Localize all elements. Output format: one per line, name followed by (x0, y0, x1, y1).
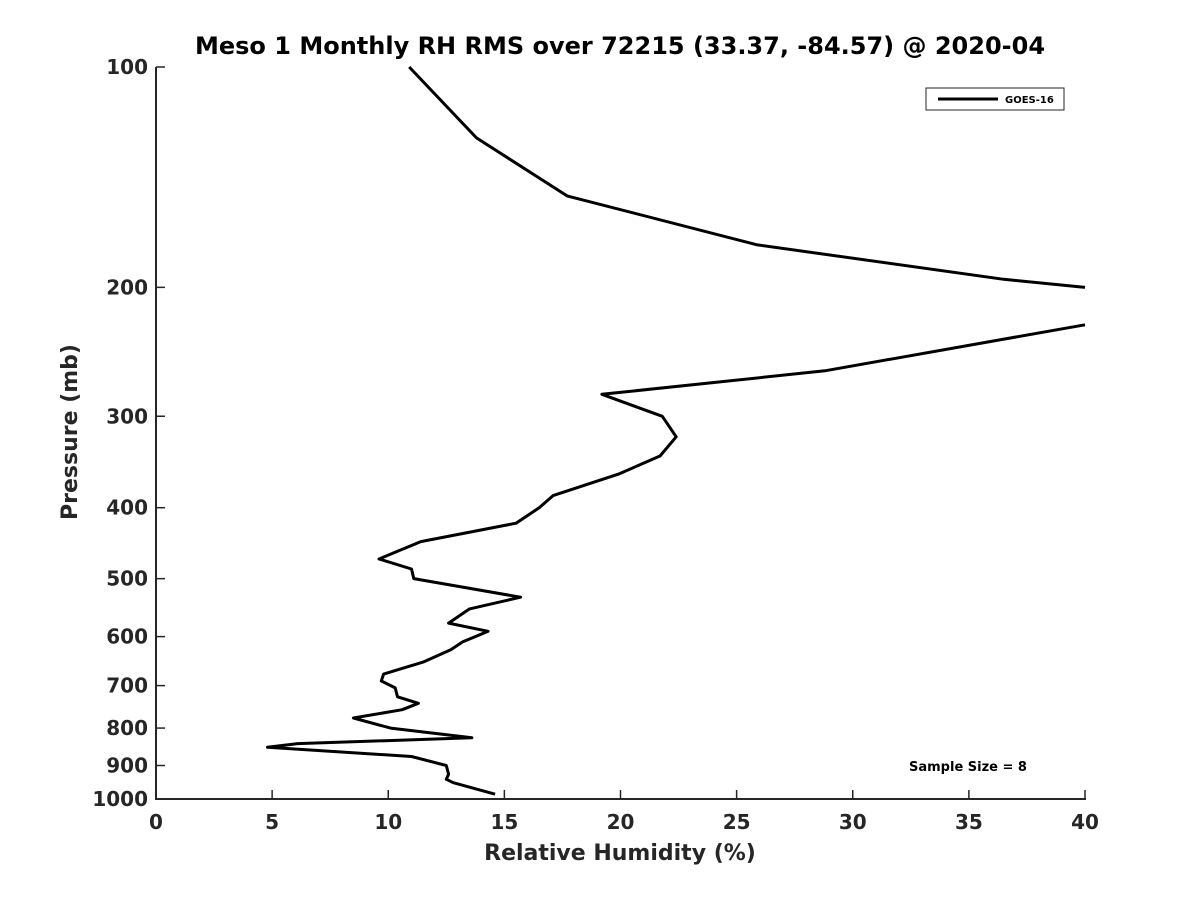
sample-size-annotation: Sample Size = 8 (909, 760, 1027, 775)
x-tick-label: 40 (1071, 810, 1099, 834)
x-axis-label: Relative Humidity (%) (484, 841, 756, 866)
x-tick-label: 10 (374, 810, 402, 834)
series-layer (266, 65, 1086, 796)
y-tick-label: 800 (106, 716, 148, 740)
series-line-goes-16 (266, 323, 1086, 796)
x-tick-label: 30 (839, 810, 867, 834)
y-axis-ticks: 100 200 300 400 500 600 700 800 900 1000 (92, 55, 165, 811)
x-tick-label: 35 (955, 810, 983, 834)
x-tick-label: 15 (490, 810, 518, 834)
y-tick-label: 700 (106, 674, 148, 698)
y-axis-label: Pressure (mb) (58, 344, 83, 520)
x-tick-label: 5 (265, 810, 279, 834)
y-tick-label: 500 (106, 567, 148, 591)
y-tick-label: 300 (106, 404, 148, 428)
series-line-goes-16 (408, 65, 1086, 289)
chart-title: Meso 1 Monthly RH RMS over 72215 (33.37,… (195, 32, 1045, 60)
plot-area: 0 5 10 15 20 25 30 35 40 100 200 300 400 500 600 700 80… (92, 55, 1099, 834)
legend: GOES-16 (925, 87, 1065, 111)
x-tick-label: 25 (723, 810, 751, 834)
y-tick-label: 200 (106, 275, 148, 299)
y-tick-label: 100 (106, 55, 148, 79)
y-tick-label: 400 (106, 496, 148, 520)
x-axis-ticks: 0 5 10 15 20 25 30 35 40 (149, 790, 1099, 834)
legend-label-goes-16: GOES-16 (1005, 95, 1054, 106)
y-axis-line (155, 67, 157, 800)
x-tick-label: 20 (607, 810, 635, 834)
y-tick-label: 600 (106, 625, 148, 649)
y-tick-label: 1000 (92, 787, 148, 811)
x-tick-label: 0 (149, 810, 163, 834)
y-tick-label: 900 (106, 754, 148, 778)
